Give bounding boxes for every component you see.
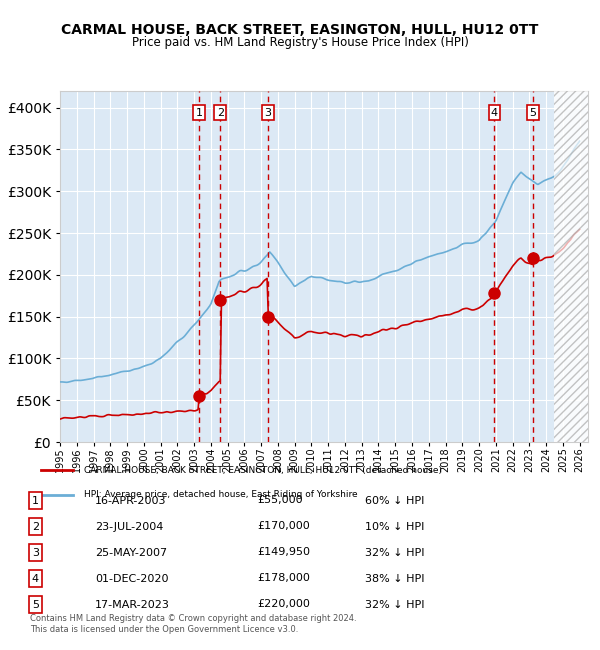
Text: 60% ↓ HPI: 60% ↓ HPI <box>365 495 424 506</box>
Text: 4: 4 <box>491 108 498 118</box>
Bar <box>554 91 588 442</box>
Text: 1: 1 <box>196 108 202 118</box>
Text: 2: 2 <box>217 108 224 118</box>
Text: 17-MAR-2023: 17-MAR-2023 <box>95 599 170 610</box>
Text: £178,000: £178,000 <box>257 573 310 584</box>
Text: 16-APR-2003: 16-APR-2003 <box>95 495 166 506</box>
Text: 38% ↓ HPI: 38% ↓ HPI <box>365 573 424 584</box>
Text: 4: 4 <box>32 573 39 584</box>
Text: 10% ↓ HPI: 10% ↓ HPI <box>365 521 424 532</box>
Text: 01-DEC-2020: 01-DEC-2020 <box>95 573 168 584</box>
Text: £55,000: £55,000 <box>257 495 302 506</box>
Text: £170,000: £170,000 <box>257 521 310 532</box>
Text: 32% ↓ HPI: 32% ↓ HPI <box>365 599 424 610</box>
Text: £149,950: £149,950 <box>257 547 310 558</box>
Text: 1: 1 <box>32 495 39 506</box>
Text: 32% ↓ HPI: 32% ↓ HPI <box>365 547 424 558</box>
Text: 2: 2 <box>32 521 39 532</box>
Text: £220,000: £220,000 <box>257 599 310 610</box>
Text: 5: 5 <box>529 108 536 118</box>
Text: 3: 3 <box>265 108 271 118</box>
Text: Contains HM Land Registry data © Crown copyright and database right 2024.
This d: Contains HM Land Registry data © Crown c… <box>30 614 356 634</box>
Text: CARMAL HOUSE, BACK STREET, EASINGTON, HULL, HU12 0TT: CARMAL HOUSE, BACK STREET, EASINGTON, HU… <box>61 23 539 37</box>
Text: 25-MAY-2007: 25-MAY-2007 <box>95 547 167 558</box>
Text: 23-JUL-2004: 23-JUL-2004 <box>95 521 163 532</box>
Text: 3: 3 <box>32 547 39 558</box>
Text: CARMAL HOUSE, BACK STREET, EASINGTON, HULL, HU12 0TT (detached house): CARMAL HOUSE, BACK STREET, EASINGTON, HU… <box>84 466 442 475</box>
Text: Price paid vs. HM Land Registry's House Price Index (HPI): Price paid vs. HM Land Registry's House … <box>131 36 469 49</box>
Text: HPI: Average price, detached house, East Riding of Yorkshire: HPI: Average price, detached house, East… <box>84 490 358 499</box>
Text: 5: 5 <box>32 599 39 610</box>
